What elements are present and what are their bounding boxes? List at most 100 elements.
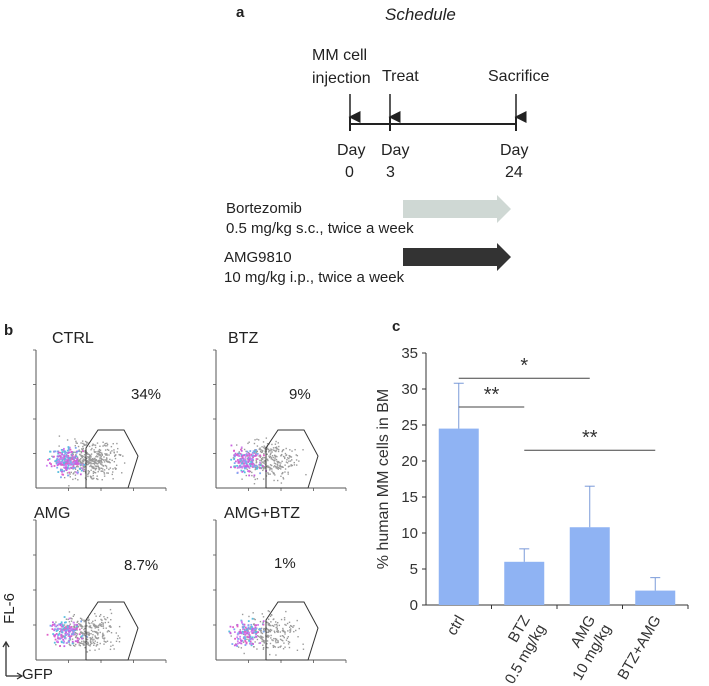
flow-event-dot bbox=[248, 634, 251, 636]
flow-event-dot bbox=[263, 454, 265, 457]
flow-event-dot bbox=[272, 473, 275, 475]
flow-event-dot bbox=[100, 456, 103, 458]
flow-event-dot bbox=[233, 454, 236, 457]
flow-event-dot bbox=[267, 634, 269, 637]
amg9810-arrow bbox=[403, 243, 511, 271]
flow-event-dot bbox=[279, 631, 282, 633]
flow-event-dot bbox=[276, 627, 279, 629]
flow-event-dot bbox=[253, 442, 256, 445]
flow-event-dot bbox=[80, 467, 83, 469]
flow-event-dot bbox=[94, 467, 96, 470]
flow-event-dot bbox=[244, 626, 247, 629]
flow-event-dot bbox=[82, 643, 84, 645]
flow-event-dot bbox=[74, 467, 76, 469]
flow-event-dot bbox=[243, 466, 246, 469]
flow-event-dot bbox=[253, 474, 256, 477]
y-tick-label: 10 bbox=[401, 525, 418, 542]
flow-event-dot bbox=[115, 632, 118, 634]
flow-event-dot bbox=[94, 458, 97, 460]
flow-event-dot bbox=[236, 636, 239, 639]
flow-event-dot bbox=[288, 626, 291, 628]
flow-event-dot bbox=[240, 620, 243, 623]
flow-event-dot bbox=[63, 621, 66, 624]
flow-event-dot bbox=[93, 444, 95, 446]
flow-event-dot bbox=[54, 460, 57, 463]
flow-event-dot bbox=[81, 462, 83, 464]
flow-event-dot bbox=[51, 455, 53, 458]
flow-event-dot bbox=[77, 445, 80, 448]
flow-event-dot bbox=[96, 641, 99, 644]
flow-event-dot bbox=[76, 623, 78, 626]
flow-event-dot bbox=[266, 447, 269, 449]
flow-event-dot bbox=[99, 467, 101, 469]
flow-event-dot bbox=[230, 458, 233, 461]
flow-event-dot bbox=[254, 618, 256, 621]
flow-event-dot bbox=[248, 460, 251, 462]
flow-event-dot bbox=[240, 448, 242, 451]
flow-event-dot bbox=[76, 641, 79, 644]
flow-event-dot bbox=[67, 454, 70, 457]
flow-event-dot bbox=[71, 450, 73, 453]
flow-event-dot bbox=[90, 633, 92, 635]
flow-event-dot bbox=[267, 466, 269, 469]
flow-event-dot bbox=[70, 635, 73, 638]
flow-event-dot bbox=[243, 454, 246, 457]
flow-event-dot bbox=[85, 443, 88, 445]
flow-event-dot bbox=[262, 636, 264, 639]
flow-gate-polygon bbox=[265, 601, 319, 661]
flow-event-dot bbox=[243, 471, 246, 474]
flow-event-dot bbox=[302, 449, 304, 451]
flow-event-dot bbox=[72, 465, 75, 467]
flow-event-dot bbox=[239, 465, 242, 468]
flow-event-dot bbox=[102, 627, 105, 629]
flow-event-dot bbox=[252, 643, 254, 645]
flow-event-dot bbox=[75, 462, 77, 465]
flow-event-dot bbox=[246, 628, 249, 631]
flow-event-dot bbox=[92, 630, 94, 633]
flow-event-dot bbox=[235, 643, 238, 646]
flow-event-dot bbox=[79, 459, 81, 461]
flow-event-dot bbox=[106, 616, 109, 619]
flow-event-dot bbox=[69, 473, 71, 475]
flow-event-dot bbox=[262, 441, 265, 443]
flow-plot-amgbtz-title: AMG+BTZ bbox=[224, 505, 301, 522]
flow-event-dot bbox=[106, 472, 108, 474]
flow-event-dot bbox=[268, 456, 271, 459]
flow-event-dot bbox=[97, 478, 99, 481]
flow-event-dot bbox=[268, 455, 270, 457]
flow-event-dot bbox=[61, 457, 63, 460]
flow-event-dot bbox=[69, 644, 71, 647]
flow-event-dot bbox=[73, 628, 76, 631]
flow-event-dot bbox=[230, 444, 233, 447]
flow-event-dot bbox=[262, 456, 264, 459]
flow-event-dot bbox=[87, 641, 89, 643]
flow-event-dot bbox=[66, 628, 69, 631]
flow-event-dot bbox=[254, 478, 256, 481]
flow-event-dot bbox=[284, 471, 286, 473]
flow-event-dot bbox=[74, 636, 77, 639]
flow-event-dot bbox=[65, 642, 68, 644]
flow-event-dot bbox=[274, 446, 277, 449]
flow-event-dot bbox=[288, 641, 291, 644]
flow-event-dot bbox=[240, 469, 243, 472]
flow-event-dot bbox=[100, 625, 103, 627]
flow-event-dot bbox=[268, 610, 271, 613]
flow-event-dot bbox=[96, 463, 99, 465]
flow-event-dot bbox=[73, 626, 76, 629]
flow-event-dot bbox=[74, 446, 77, 449]
event-0-label-line1: MM cell bbox=[312, 47, 368, 64]
flow-event-dot bbox=[91, 622, 93, 624]
y-tick-label: 25 bbox=[401, 417, 418, 434]
flow-event-dot bbox=[287, 457, 289, 459]
flow-event-dot bbox=[239, 629, 241, 631]
flow-event-dot bbox=[75, 451, 77, 453]
panel-b-letter: b bbox=[4, 322, 14, 339]
flow-event-dot bbox=[247, 626, 250, 629]
flow-event-dot bbox=[233, 644, 236, 647]
flow-event-dot bbox=[262, 648, 265, 650]
flow-event-dot bbox=[278, 624, 281, 627]
flow-event-dot bbox=[277, 639, 279, 642]
flow-event-dot bbox=[103, 640, 105, 642]
flow-event-dot bbox=[123, 462, 126, 464]
flow-event-dot bbox=[88, 632, 91, 635]
